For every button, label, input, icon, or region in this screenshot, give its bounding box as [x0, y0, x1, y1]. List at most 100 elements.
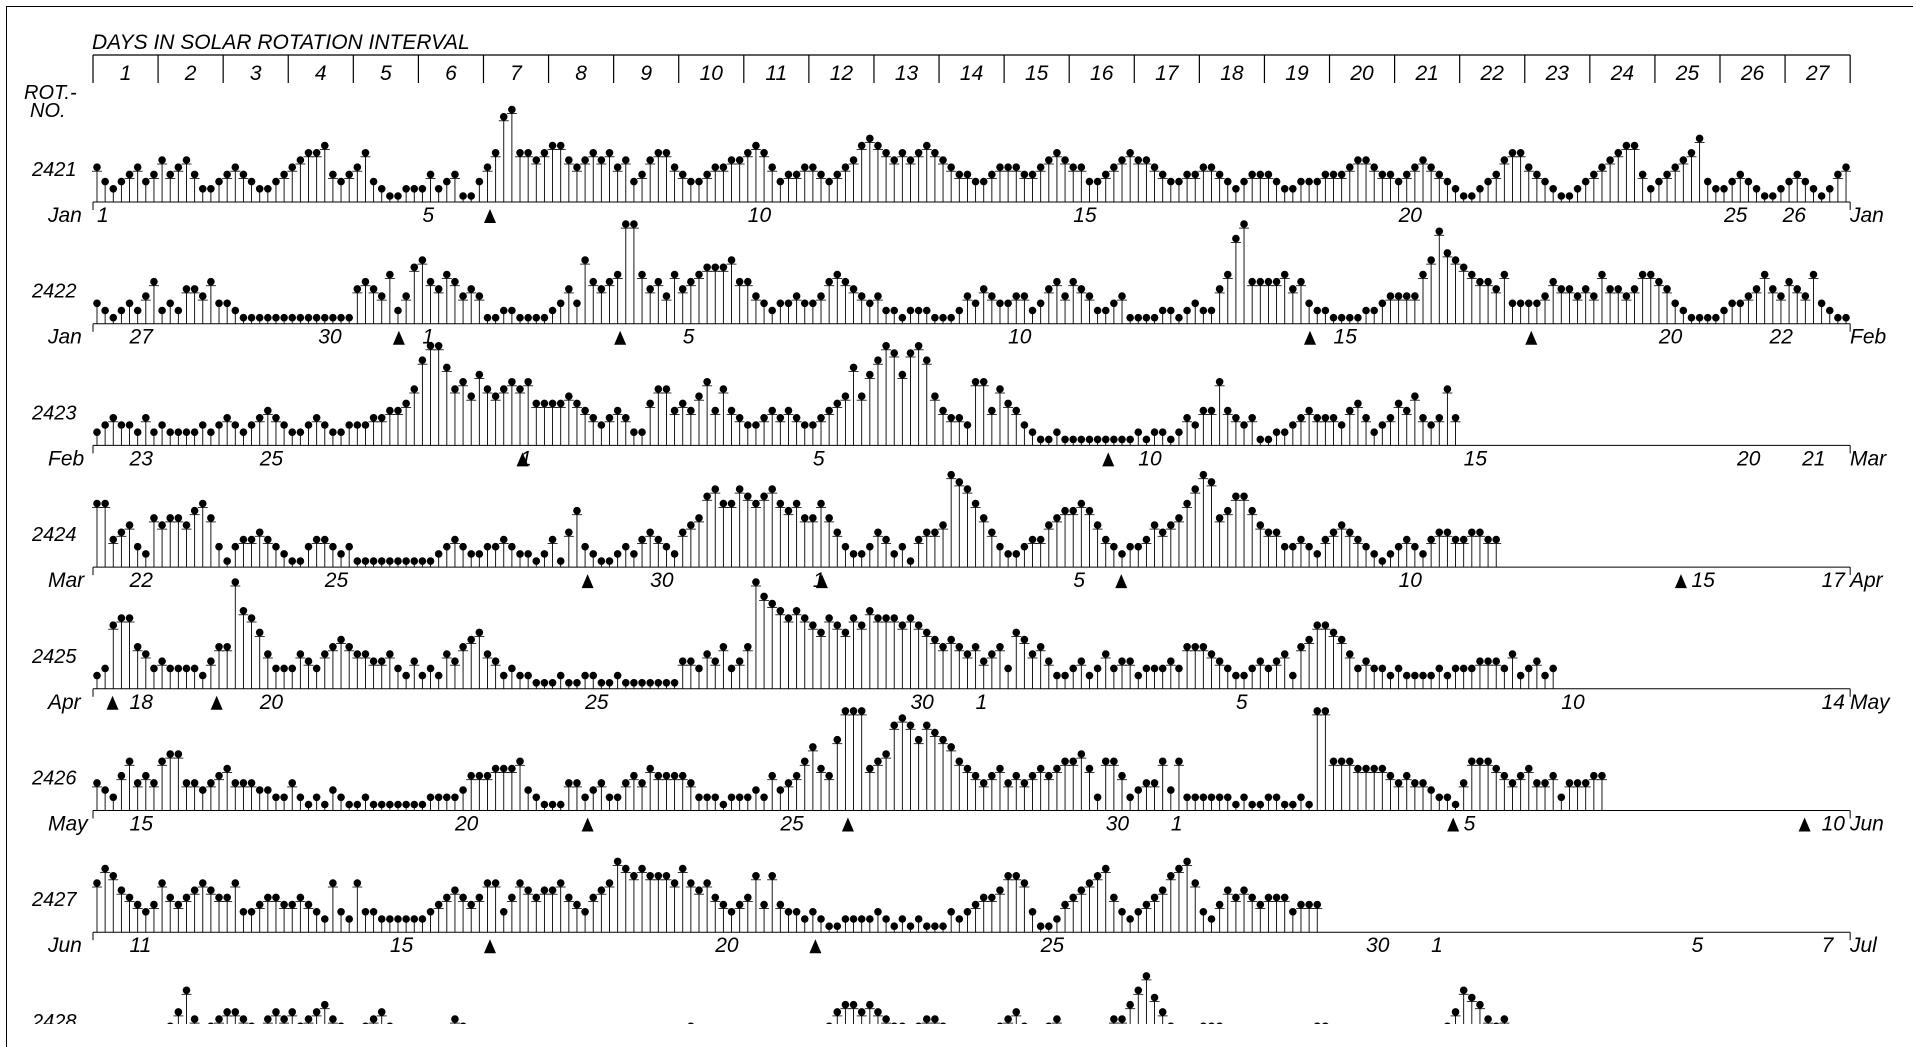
data-point [841, 392, 850, 401]
data-point [215, 643, 223, 651]
data-point [597, 156, 606, 164]
data-point [1044, 435, 1053, 444]
data-point [125, 893, 134, 902]
data-point [695, 270, 703, 279]
data-point [1427, 163, 1435, 171]
data-point [386, 650, 394, 658]
data-point [443, 542, 451, 551]
data-point [687, 779, 695, 787]
data-point [353, 800, 362, 809]
data-point [231, 779, 240, 787]
data-point [1175, 428, 1183, 437]
data-point [508, 378, 516, 386]
data-point [1419, 550, 1427, 558]
data-point [988, 292, 996, 300]
data-point [1468, 993, 1476, 1002]
data-point [1817, 192, 1826, 200]
data-point [1240, 671, 1248, 680]
data-point [1297, 900, 1305, 909]
data-point [581, 406, 589, 415]
data-point [1354, 399, 1362, 408]
data-point [1508, 779, 1517, 787]
date-label: 1 [422, 326, 434, 349]
data-point [792, 414, 801, 422]
data-point [1695, 313, 1704, 322]
rotation-row-2425: 2425 Apr May 18 20 25 30 1 5 10 14 [31, 578, 1891, 714]
data-point [1061, 435, 1069, 444]
data-point [719, 643, 728, 651]
data-point [971, 771, 980, 780]
data-point [630, 220, 638, 228]
data-point [768, 771, 777, 780]
data-point [613, 406, 622, 415]
data-point [239, 908, 248, 916]
data-point [573, 299, 581, 308]
data-point [1158, 757, 1167, 766]
data-point [402, 292, 410, 300]
data-point [874, 141, 882, 150]
data-point [337, 428, 345, 437]
data-point [198, 879, 207, 887]
data-point [1158, 1008, 1167, 1016]
data-point [142, 650, 150, 658]
data-point [1093, 521, 1102, 529]
data-point [1468, 270, 1476, 279]
data-point [914, 915, 923, 923]
data-point [1785, 177, 1793, 186]
data-point [410, 915, 419, 923]
data-point [630, 679, 638, 687]
data-point [1126, 915, 1134, 923]
data-point [996, 764, 1004, 773]
end-month-label: Mar [1850, 447, 1887, 470]
data-point [1541, 671, 1549, 680]
data-point [1516, 671, 1525, 680]
data-point [776, 177, 785, 186]
data-point [1289, 185, 1297, 193]
data-point [239, 607, 248, 615]
data-point [979, 378, 988, 386]
data-point [1337, 635, 1346, 644]
data-point [394, 306, 402, 315]
data-point [866, 607, 874, 615]
data-point [597, 285, 606, 293]
date-label: 20 [1736, 447, 1761, 470]
data-point [223, 1008, 231, 1016]
data-point [800, 915, 809, 923]
data-point [817, 764, 825, 773]
data-point [272, 414, 280, 422]
day-column-label: 22 [1480, 62, 1505, 85]
data-point [621, 679, 630, 687]
data-point [898, 915, 907, 923]
data-point [849, 550, 858, 558]
data-point [239, 535, 248, 544]
data-point [565, 392, 573, 401]
data-point [1232, 492, 1240, 501]
data-point [247, 614, 256, 622]
data-point [255, 786, 264, 794]
data-point [800, 299, 809, 308]
data-point [434, 185, 443, 193]
data-point [776, 900, 785, 909]
data-point [1777, 292, 1785, 300]
data-point [394, 664, 402, 673]
data-point [760, 592, 768, 601]
data-point [1142, 972, 1151, 980]
data-point [272, 893, 280, 902]
data-point [1598, 771, 1606, 780]
data-point [922, 356, 931, 365]
data-point [434, 285, 443, 293]
data-point [841, 542, 850, 551]
data-point [1801, 177, 1810, 186]
data-point [744, 793, 752, 802]
data-point [1012, 872, 1021, 880]
data-point [1240, 886, 1248, 894]
data-point [207, 886, 215, 894]
data-point [491, 542, 500, 551]
data-point [166, 170, 175, 179]
data-point [1126, 542, 1134, 551]
data-point [377, 292, 386, 300]
data-point [1565, 285, 1574, 293]
data-point [467, 900, 476, 909]
data-point [1565, 779, 1574, 787]
data-point [174, 306, 183, 315]
